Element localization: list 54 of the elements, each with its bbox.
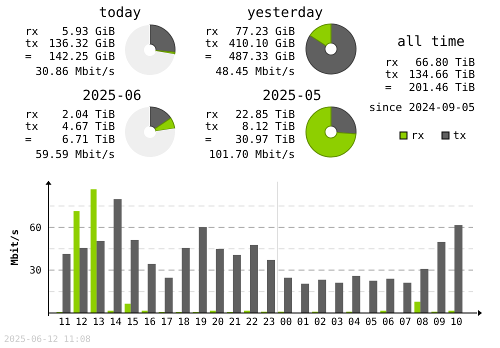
x-tick-label: 12 [76, 317, 88, 328]
x-tick-label: 19 [194, 317, 207, 328]
chart-title: yesterday [247, 5, 323, 21]
legend-label: tx [453, 129, 467, 142]
x-tick-label: 22 [246, 317, 258, 328]
text: = 6.71 TiB [25, 133, 115, 146]
text: 48.45 Mbit/s [216, 65, 295, 78]
x-tick-label: 00 [280, 317, 292, 328]
x-tick-label: 03 [331, 317, 344, 328]
text: rx 77.23 GiB [205, 25, 295, 38]
x-tick-label: 05 [365, 317, 378, 328]
x-tick-label: 18 [178, 317, 190, 328]
text: rx 5.93 GiB [25, 25, 115, 38]
text: tx 136.32 GiB [25, 37, 116, 50]
text: all time [397, 34, 465, 50]
chart-title: today [98, 5, 142, 21]
x-tick-label: 16 [144, 317, 156, 328]
text: tx 410.10 GiB [205, 37, 296, 50]
x-tick-label: 01 [297, 317, 310, 328]
y-axis-title: Mbit/s [9, 229, 21, 266]
chart-title: 2025-05 [262, 88, 322, 104]
x-tick-label: 07 [399, 317, 412, 328]
x-tick-label: 02 [314, 317, 326, 328]
x-tick-label: 09 [433, 317, 446, 328]
x-tick-label: 04 [348, 317, 360, 328]
text: since 2024-09-05 [369, 101, 475, 114]
x-tick-label: 23 [262, 317, 276, 328]
text: 30.86 Mbit/s [36, 65, 115, 78]
x-tick-label: 14 [110, 317, 122, 328]
text: = 201.46 TiB [385, 81, 475, 94]
x-tick-label: 21 [228, 317, 241, 328]
text: tx 8.12 TiB [205, 120, 295, 133]
x-tick-label: 17 [160, 317, 173, 328]
text: = 142.25 GiB [25, 50, 115, 63]
x-tick-label: 20 [212, 317, 224, 328]
legend-label: rx [411, 129, 425, 142]
x-tick-label: 15 [126, 317, 139, 328]
text: 59.59 Mbit/s [36, 148, 115, 161]
chart-title: 2025-06 [82, 88, 142, 104]
x-tick-label: 10 [450, 317, 462, 328]
text: tx 4.67 TiB [25, 120, 115, 133]
text: = 30.97 TiB [205, 133, 295, 146]
text: tx 134.66 TiB [385, 68, 476, 81]
y-tick-label: 60 [29, 222, 42, 234]
text: rx 66.80 TiB [385, 56, 475, 69]
text: rx 22.85 TiB [205, 108, 295, 121]
x-tick-label: 06 [382, 317, 394, 328]
x-tick-label: 11 [58, 317, 71, 328]
x-tick-label: 13 [92, 317, 105, 328]
y-tick-label: 30 [29, 266, 42, 277]
x-tick-label: 08 [416, 317, 428, 328]
text: rx 2.04 TiB [25, 108, 115, 121]
text: 101.70 Mbit/s [208, 148, 295, 161]
text: = 487.33 GiB [205, 50, 295, 63]
